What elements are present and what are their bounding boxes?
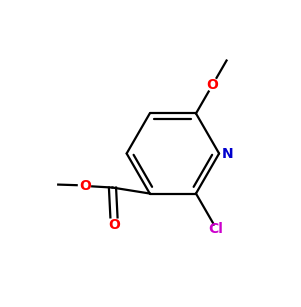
Text: Cl: Cl xyxy=(208,222,223,236)
Text: N: N xyxy=(222,146,233,161)
Text: O: O xyxy=(79,179,91,193)
Text: O: O xyxy=(206,78,218,92)
Text: O: O xyxy=(108,218,120,232)
